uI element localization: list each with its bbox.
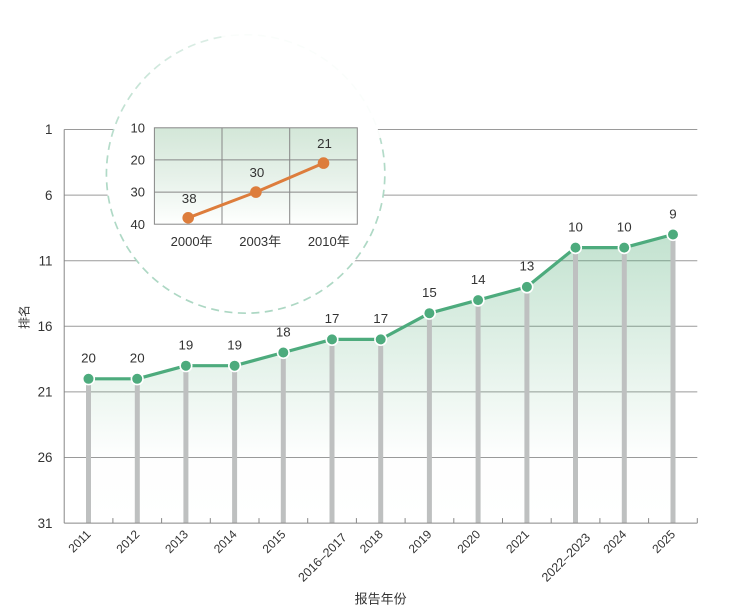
- svg-text:11: 11: [39, 253, 53, 268]
- svg-text:26: 26: [38, 450, 53, 465]
- svg-text:10: 10: [131, 120, 145, 135]
- svg-text:21: 21: [317, 136, 332, 151]
- svg-text:38: 38: [182, 191, 197, 206]
- svg-text:20: 20: [130, 351, 145, 366]
- svg-text:2019: 2019: [406, 527, 435, 556]
- svg-text:18: 18: [276, 324, 291, 339]
- svg-text:40: 40: [131, 217, 145, 232]
- svg-text:1: 1: [45, 122, 52, 137]
- svg-text:报告年份: 报告年份: [355, 592, 407, 607]
- svg-text:17: 17: [325, 311, 340, 326]
- svg-text:20: 20: [81, 351, 96, 366]
- svg-text:2000年: 2000年: [171, 234, 213, 249]
- svg-text:2014: 2014: [211, 527, 240, 556]
- svg-text:2022–2023: 2022–2023: [539, 530, 593, 584]
- svg-text:2025: 2025: [649, 527, 678, 556]
- svg-text:15: 15: [422, 285, 437, 300]
- svg-text:21: 21: [38, 385, 53, 400]
- svg-text:2018: 2018: [357, 527, 386, 556]
- svg-text:14: 14: [471, 272, 486, 287]
- svg-text:排名: 排名: [17, 305, 32, 329]
- svg-text:6: 6: [45, 188, 52, 203]
- svg-text:2020: 2020: [454, 527, 483, 556]
- svg-text:9: 9: [669, 206, 676, 221]
- svg-text:2013: 2013: [162, 527, 191, 556]
- svg-text:20: 20: [131, 153, 145, 168]
- svg-text:2016–2017: 2016–2017: [295, 530, 349, 584]
- svg-text:2011: 2011: [65, 527, 93, 555]
- svg-text:30: 30: [131, 185, 145, 200]
- svg-text:17: 17: [373, 311, 388, 326]
- svg-text:2015: 2015: [260, 527, 289, 556]
- svg-text:19: 19: [227, 338, 242, 353]
- svg-text:2012: 2012: [114, 527, 143, 556]
- svg-text:16: 16: [38, 319, 53, 334]
- svg-text:13: 13: [520, 259, 535, 274]
- svg-text:2024: 2024: [601, 527, 630, 556]
- svg-text:31: 31: [38, 516, 53, 531]
- svg-text:19: 19: [179, 338, 194, 353]
- svg-text:10: 10: [568, 219, 583, 234]
- svg-text:30: 30: [250, 165, 265, 180]
- svg-text:2021: 2021: [503, 527, 532, 556]
- svg-text:10: 10: [617, 219, 632, 234]
- svg-text:2003年: 2003年: [239, 234, 281, 249]
- svg-text:2010年: 2010年: [308, 234, 350, 249]
